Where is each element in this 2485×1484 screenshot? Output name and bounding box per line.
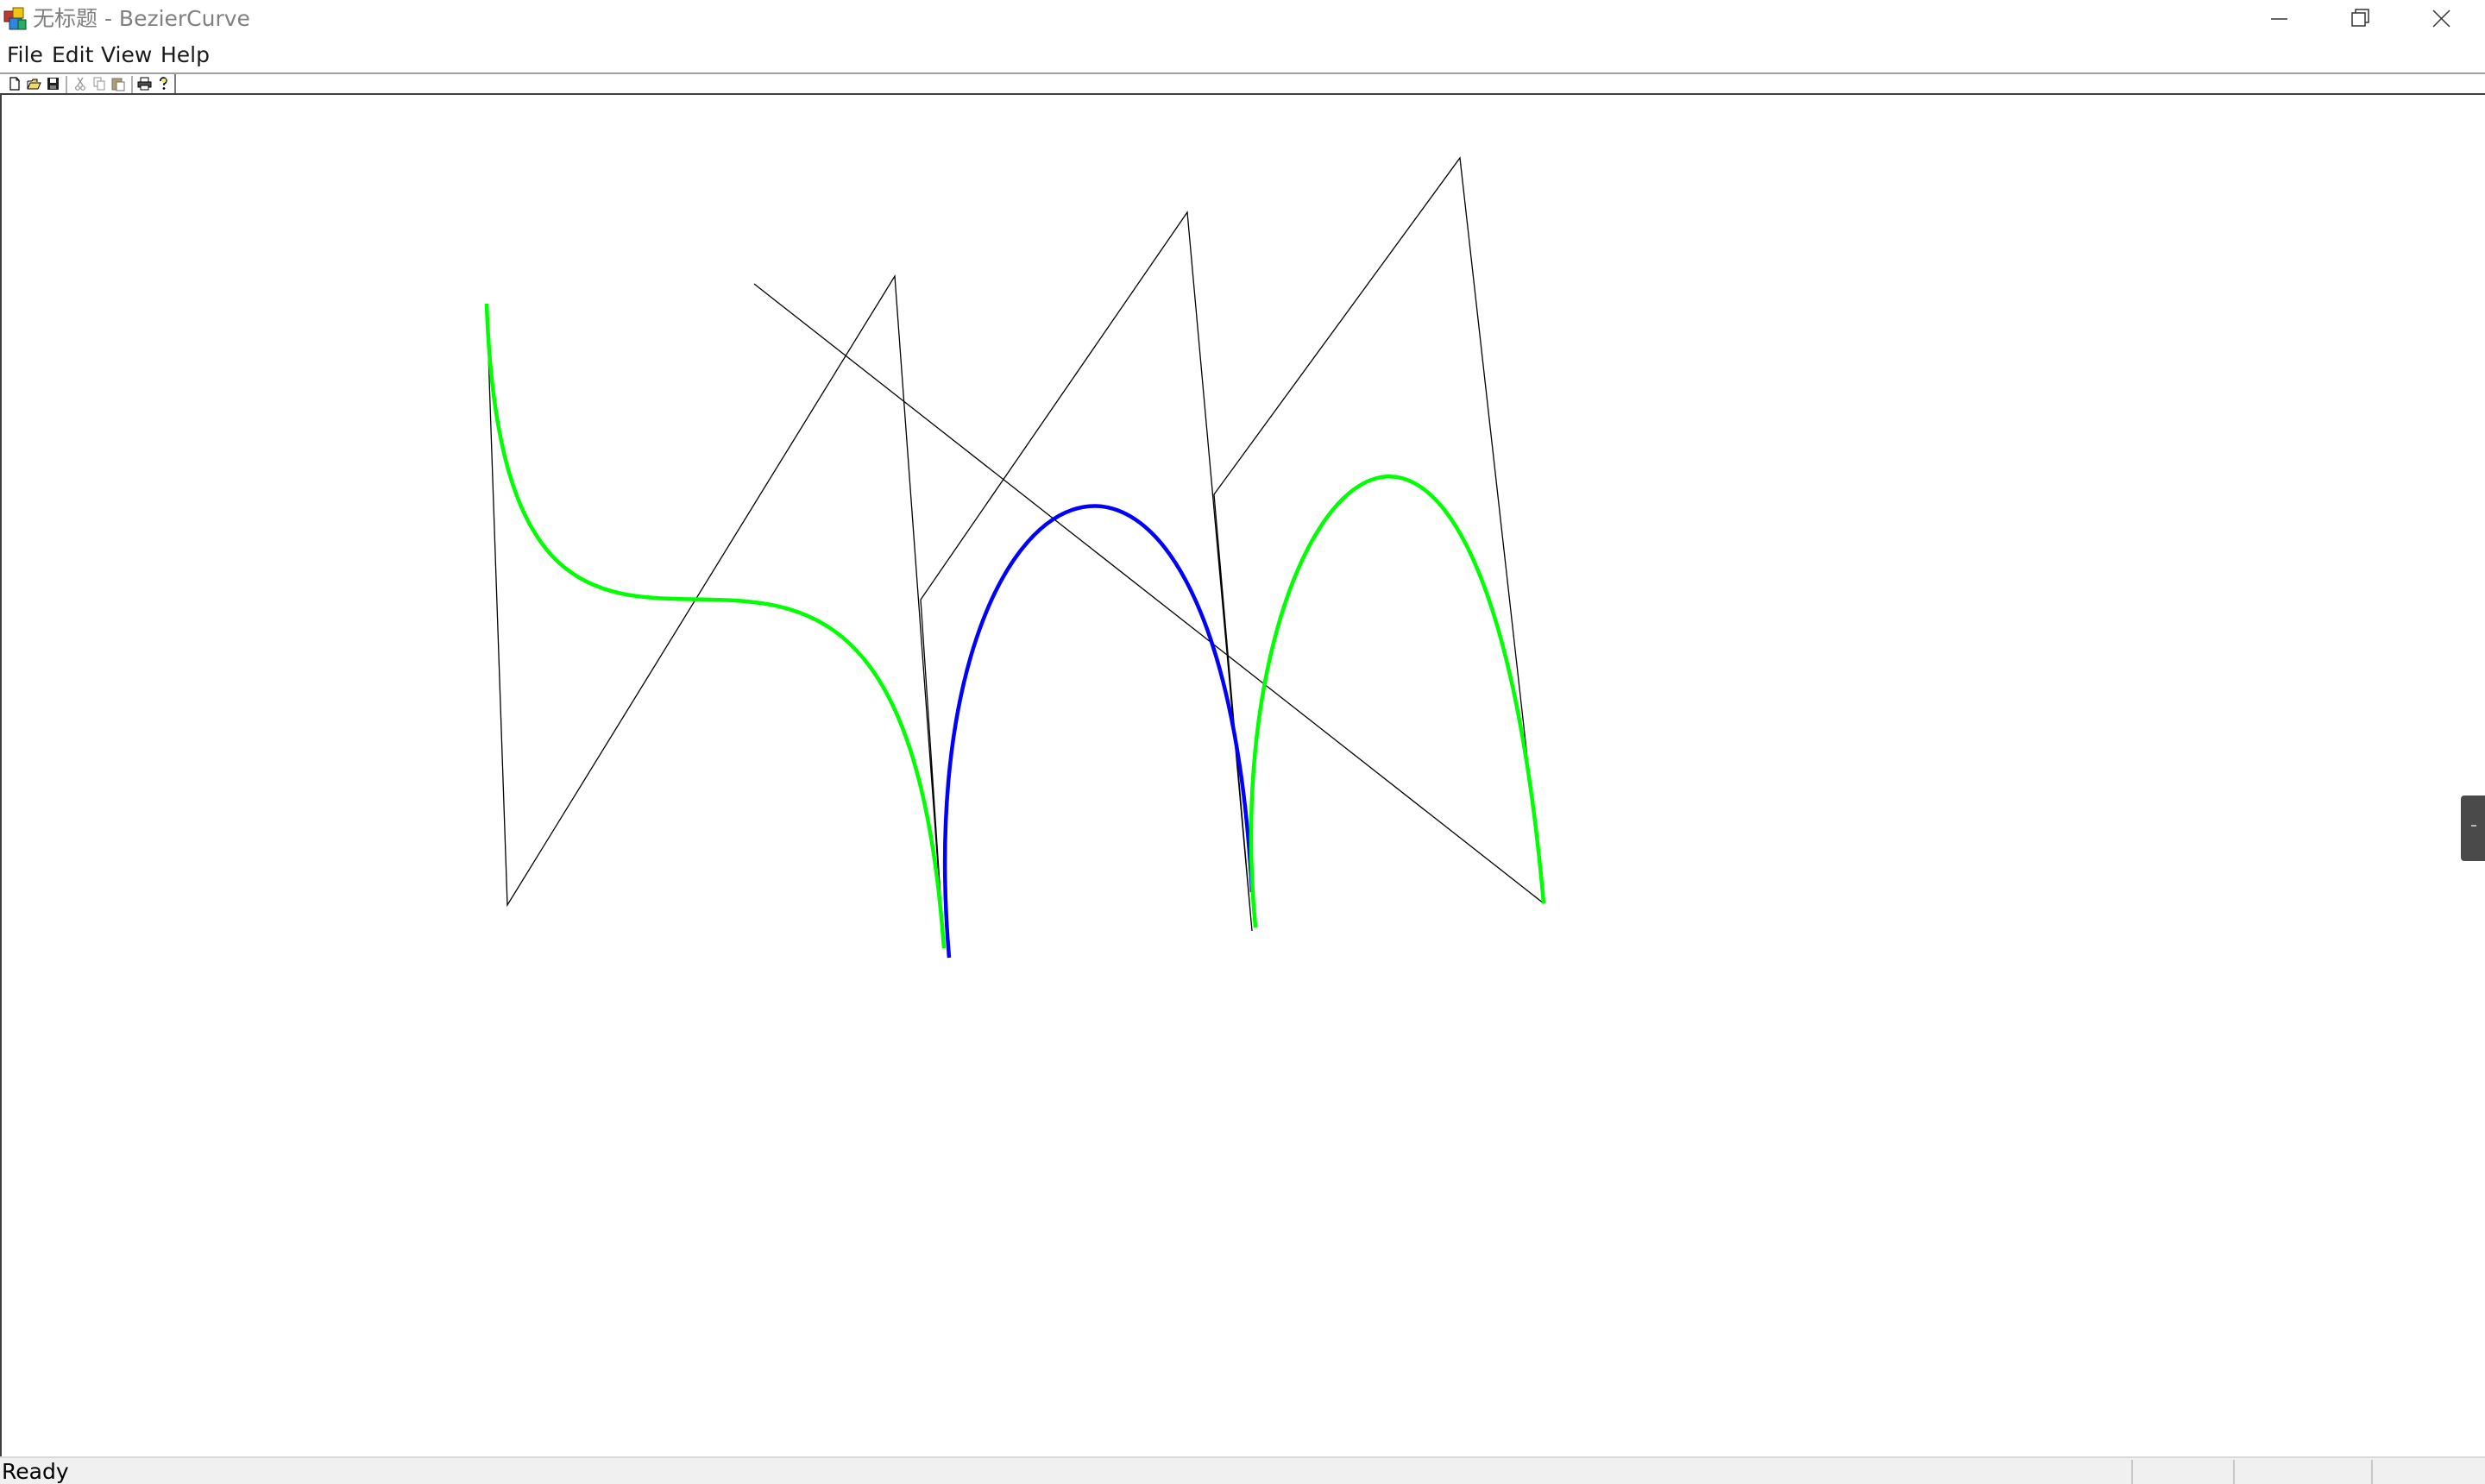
window-title: 无标题 - BezierCurve bbox=[33, 6, 250, 31]
menu-help[interactable]: Help bbox=[160, 42, 210, 67]
control-line bbox=[753, 283, 1544, 904]
bezier-curve-green bbox=[484, 303, 947, 949]
restore-icon bbox=[2351, 9, 2369, 27]
copy-button[interactable] bbox=[90, 75, 109, 92]
paste-icon bbox=[111, 78, 125, 91]
status-pane-divider bbox=[2371, 1460, 2373, 1484]
control-polygon bbox=[486, 156, 1544, 949]
close-icon bbox=[2432, 9, 2450, 28]
status-pane-divider bbox=[2131, 1460, 2133, 1484]
toolbar-end bbox=[174, 74, 176, 95]
menu-file[interactable]: File bbox=[7, 42, 43, 67]
new-file-button[interactable] bbox=[5, 75, 24, 92]
toolbar bbox=[0, 72, 2485, 95]
print-button[interactable] bbox=[135, 75, 154, 92]
drawing-canvas[interactable] bbox=[0, 93, 2485, 1456]
paste-button[interactable] bbox=[109, 75, 128, 92]
bezier-curve-blue bbox=[942, 504, 1255, 959]
toolbar-separator bbox=[131, 76, 133, 93]
save-icon bbox=[47, 78, 59, 90]
status-text: Ready bbox=[2, 1459, 69, 1484]
bezier-curve-green bbox=[1249, 475, 1546, 928]
menu-edit[interactable]: Edit bbox=[52, 42, 94, 67]
status-pane-divider bbox=[2233, 1460, 2235, 1484]
copy-icon bbox=[93, 77, 105, 91]
cut-icon bbox=[75, 77, 85, 91]
restore-button[interactable] bbox=[2323, 0, 2400, 38]
minimize-icon bbox=[2271, 18, 2287, 20]
save-button[interactable] bbox=[43, 75, 62, 92]
close-button[interactable] bbox=[2402, 0, 2480, 38]
bezier-drawing bbox=[484, 156, 1546, 959]
minimize-button[interactable] bbox=[2240, 0, 2318, 38]
print-icon bbox=[137, 77, 152, 91]
about-icon bbox=[160, 77, 167, 90]
side-panel-handle[interactable] bbox=[2461, 795, 2485, 861]
app-icon[interactable] bbox=[3, 6, 28, 32]
new-file-icon bbox=[9, 77, 20, 91]
cut-button[interactable] bbox=[71, 75, 90, 92]
open-folder-icon bbox=[27, 79, 41, 90]
toolbar-separator bbox=[66, 76, 67, 93]
title-bar[interactable]: 无标题 - BezierCurve bbox=[0, 0, 2485, 38]
status-bar: Ready bbox=[0, 1456, 2485, 1484]
menu-view[interactable]: View bbox=[101, 42, 153, 67]
about-button[interactable] bbox=[154, 75, 173, 92]
open-button[interactable] bbox=[24, 75, 43, 92]
menu-bar: File Edit View Help bbox=[0, 38, 2485, 72]
